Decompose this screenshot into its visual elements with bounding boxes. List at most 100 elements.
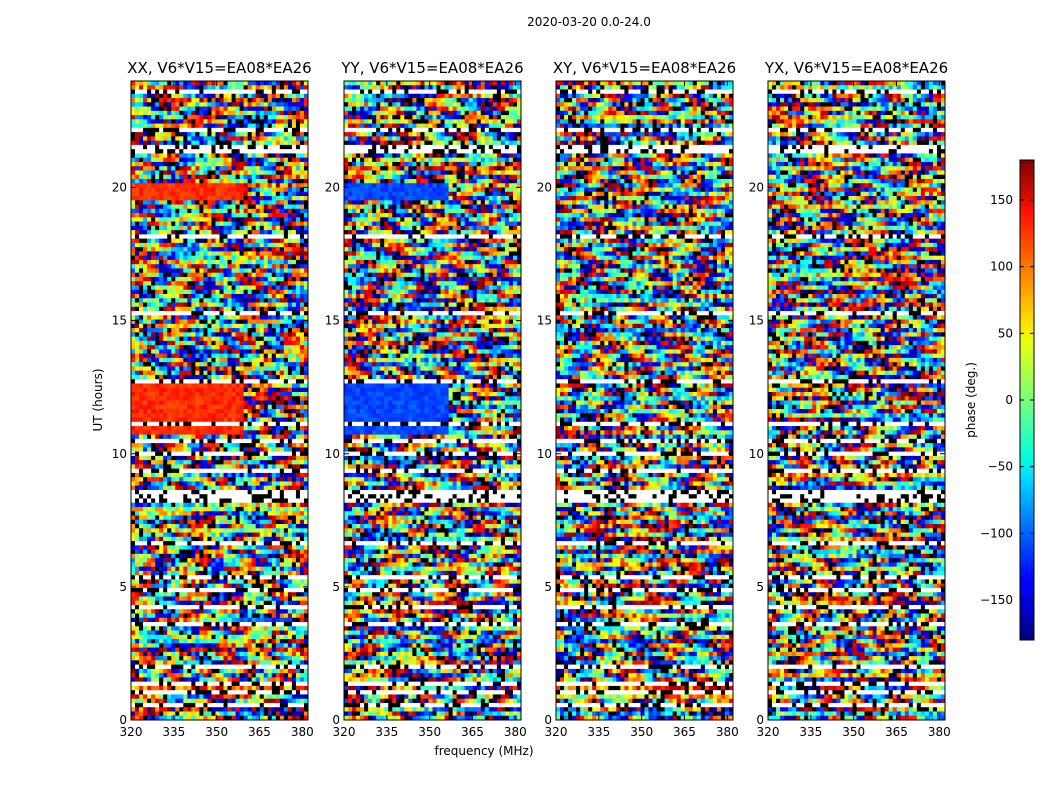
phase-cell [231,413,236,418]
phase-cell [159,191,164,197]
phase-cell [295,328,301,333]
phase-cell [259,276,265,282]
phase-cell [143,349,148,354]
phase-cell [235,106,240,112]
phase-cell [247,383,253,389]
phase-cell [291,489,297,495]
phase-cell [167,396,172,401]
phase-cell [143,464,148,470]
phase-cell [287,460,293,465]
phase-cell [263,507,269,512]
phase-cell [131,362,136,367]
phase-cell [171,468,176,474]
phase-cell [279,281,285,286]
phase-cell [303,477,309,482]
phase-cell [299,515,305,521]
phase-cell [143,549,148,555]
phase-cell [147,340,152,346]
phase-cell [255,98,261,103]
phase-cell [171,336,176,342]
phase-cell [251,93,257,99]
phase-cell [271,89,277,95]
phase-cell [203,196,208,201]
phase-cell [271,234,277,239]
phase-cell [235,417,240,423]
phase-cell [199,374,204,380]
phase-cell [247,294,253,299]
phase-cell [167,379,172,384]
phase-cell [175,460,180,465]
phase-cell [223,178,228,184]
phase-cell [259,511,265,516]
phase-cell [179,196,184,201]
phase-cell [303,536,309,542]
phase-cell [251,170,257,176]
phase-cell [227,340,232,346]
phase-cell [151,374,156,380]
phase-cell [183,498,188,504]
phase-cell [191,276,196,282]
phase-cell [191,319,196,325]
phase-cell [151,161,156,167]
phase-cell [195,494,200,499]
phase-cell [191,85,196,90]
phase-cell [175,259,180,265]
phase-cell [183,524,188,529]
phase-cell [163,281,168,286]
phase-cell [207,115,212,120]
phase-cell [243,515,249,521]
phase-cell [195,302,200,308]
phase-cell [167,323,172,329]
phase-cell [271,413,277,418]
phase-cell [143,434,148,440]
phase-cell [255,323,261,329]
phase-cell [147,196,152,201]
phase-cell [159,234,164,239]
phase-cell [291,455,297,461]
phase-cell [195,362,200,367]
phase-cell [167,387,172,393]
phase-cell [215,161,220,167]
phase-cell [259,123,265,129]
phase-cell [139,259,144,265]
phase-cell [143,468,148,474]
phase-cell [219,183,224,188]
phase-cell [267,387,273,393]
phase-cell [151,357,156,363]
phase-cell [235,460,240,465]
phase-cell [199,519,204,525]
phase-cell [255,93,261,99]
phase-cell [267,208,273,214]
phase-cell [291,558,297,563]
phase-cell [203,208,208,214]
phase-cell [255,132,261,137]
phase-cell [191,336,196,342]
phase-cell [207,558,212,563]
phase-cell [263,464,269,470]
phase-cell [303,272,309,278]
phase-cell [183,140,188,146]
phase-cell [283,332,289,337]
phase-cell [259,89,265,95]
phase-cell [283,115,289,120]
phase-cell [147,306,152,312]
phase-cell [203,285,208,291]
phase-cell [243,455,249,461]
phase-cell [247,264,253,269]
phase-cell [223,370,228,376]
phase-cell [191,332,196,337]
phase-cell [171,306,176,312]
phase-cell [215,374,220,380]
phase-cell [271,553,277,559]
phase-cell [143,477,148,482]
phase-cell [227,417,232,423]
phase-cell [255,259,261,265]
phase-cell [295,161,301,167]
phase-cell [231,477,236,482]
phase-cell [223,281,228,286]
phase-cell [267,221,273,227]
phase-cell [279,477,285,482]
phase-cell [255,191,261,197]
phase-cell [179,502,184,508]
phase-cell [243,115,249,120]
